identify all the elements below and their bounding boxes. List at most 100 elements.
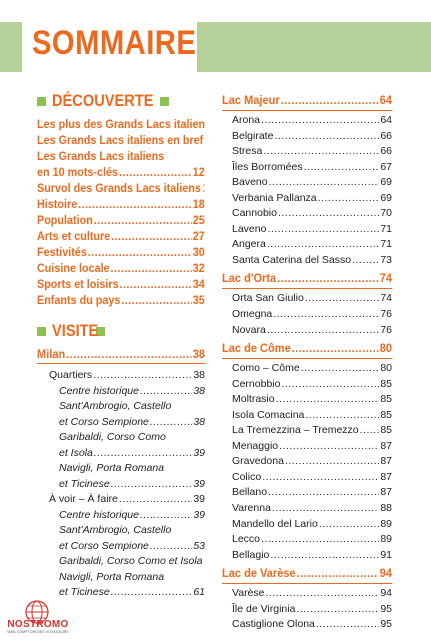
dot-leader <box>279 439 379 455</box>
decouverte-list: Les plus des Grands Lacs italiens8Les Gr… <box>37 116 205 308</box>
entry-title: Varèse <box>232 587 265 600</box>
page-number: 85 <box>380 408 392 421</box>
dot-leader <box>274 129 379 145</box>
page-number: 76 <box>380 323 392 336</box>
dot-leader <box>278 206 379 222</box>
page-number: 27 <box>192 229 205 243</box>
town-entry: Gravedona 87 <box>222 454 392 470</box>
entry-title: et Corso Sempione <box>59 415 149 428</box>
page-number: 89 <box>380 533 392 546</box>
toc-subentry: Navigli, Porta Romana <box>37 570 205 586</box>
page-number: 89 <box>380 517 392 530</box>
page-number: 64 <box>379 93 392 107</box>
city-entry: Milan 38 <box>37 345 206 364</box>
dot-leader <box>281 91 379 110</box>
dot-leader <box>94 446 192 462</box>
dot-leader <box>266 586 380 602</box>
section-heading: VISITE <box>52 321 99 340</box>
entry-title: Enfants du pays <box>37 293 121 307</box>
entry-title: Belgirate <box>232 129 274 142</box>
dot-leader <box>94 212 192 228</box>
dot-leader <box>261 113 379 129</box>
visite-list: Milan 38 Quartiers 38 Centre historique 38 San… <box>37 345 206 601</box>
dot-leader <box>93 368 192 384</box>
entry-title: Isola Comacina <box>232 408 305 421</box>
town-entry: Mandello del Lario 89 <box>222 517 392 533</box>
entry-title: Bellagio <box>232 548 270 561</box>
page-number: 87 <box>380 486 392 499</box>
page-number: 53 <box>193 539 205 552</box>
town-entry: Baveno 69 <box>222 175 392 191</box>
right-column: Lac Majeur 64 Arona 64 Belgirate 66 Stresa 66 Îl… <box>222 91 392 634</box>
town-entry: Bellano 87 <box>222 485 392 501</box>
dot-leader <box>140 508 192 524</box>
dot-leader <box>305 291 380 307</box>
dot-leader <box>267 222 379 238</box>
title-box <box>22 12 197 72</box>
page-number: 69 <box>380 191 392 204</box>
toc-entry: Les plus des Grands Lacs italiens8 <box>37 116 205 132</box>
entry-title: Lac de Varèse <box>222 566 296 581</box>
town-entry: Varèse 94 <box>222 586 392 602</box>
entry-title: Les Grands Lacs italiens <box>37 149 165 163</box>
toc-subentry: et Corso Sempione 53 <box>37 539 205 555</box>
toc-entry: Survol des Grands Lacs italiens15 <box>37 180 205 196</box>
entry-title: Île de Virginia <box>232 602 296 615</box>
dot-leader <box>111 585 193 601</box>
dot-leader <box>140 384 192 400</box>
town-entry: Cernobbio 85 <box>222 377 392 393</box>
dot-leader <box>78 196 192 212</box>
entry-title: Les Grands Lacs italiens en bref <box>37 133 204 147</box>
left-column: DÉCOUVERTE Les plus des Grands Lacs ital… <box>37 90 206 601</box>
town-entry: Menaggio 87 <box>222 439 392 455</box>
page-number: 85 <box>380 393 392 406</box>
entry-title: et Ticinese <box>59 586 110 598</box>
entry-title: Baveno <box>232 176 268 189</box>
entry-title: Quartiers <box>49 369 93 381</box>
dot-leader <box>267 323 379 339</box>
dot-leader <box>120 276 192 292</box>
town-entry: Castiglione Olona 95 <box>222 617 392 633</box>
dot-leader <box>272 501 379 517</box>
town-entry: La Tremezzina – Tremezzo 85 <box>222 423 392 439</box>
page-number: 95 <box>380 602 392 615</box>
page-number: 61 <box>193 586 205 598</box>
toc-subentry: Centre historique 38 <box>37 384 205 400</box>
town-entry: Como – Côme 80 <box>222 361 392 377</box>
page-number: 15 <box>203 180 205 196</box>
toc-entry: Sports et loisirs 34 <box>37 276 205 292</box>
toc-subentry: et Isola 39 <box>37 446 205 462</box>
town-entry: Stresa 66 <box>222 144 392 160</box>
dot-leader <box>119 164 192 180</box>
entry-title: Cernobbio <box>232 377 281 390</box>
page-number: 88 <box>380 502 392 515</box>
dot-leader <box>277 269 379 288</box>
entry-title: en 10 mots-clés <box>37 165 119 179</box>
page-number: 74 <box>380 292 392 305</box>
town-entry: Lecco 89 <box>222 532 392 548</box>
page-number: 87 <box>380 470 392 483</box>
toc-entry: Enfants du pays 35 <box>37 292 205 308</box>
page-number: 39 <box>193 508 205 521</box>
dot-leader <box>111 477 193 493</box>
toc-entry: Cuisine locale 32 <box>37 260 205 276</box>
entry-title: Verbania Pallanza <box>232 191 317 204</box>
town-entry: Varenna 88 <box>222 501 392 517</box>
entry-title: Stresa <box>232 145 263 158</box>
toc-subentry: Garibaldi, Corso Como et Isola60 <box>37 554 205 570</box>
dot-leader <box>276 392 380 408</box>
page-number: 85 <box>380 424 392 437</box>
entry-title: Îles Borromées <box>232 160 303 173</box>
toc-subentry: Navigli, Porta Romana <box>37 461 205 477</box>
entry-title: Les plus des Grands Lacs italiens <box>37 117 205 131</box>
dot-leader <box>262 470 379 486</box>
toc-entry: Population 25 <box>37 212 205 228</box>
page-number: 38 <box>193 384 205 397</box>
town-entry: Omegna 76 <box>222 307 392 323</box>
town-entry: Santa Caterina del Sasso 73 <box>222 253 392 269</box>
entry-title: Milan <box>37 347 66 361</box>
toc-entry: en 10 mots-clés 12 <box>37 164 205 180</box>
page-title: SOMMAIRE <box>32 24 197 62</box>
lake-entry: Lac de Côme 80 <box>222 339 392 360</box>
logo-brand: NOSTROMO <box>7 619 69 630</box>
